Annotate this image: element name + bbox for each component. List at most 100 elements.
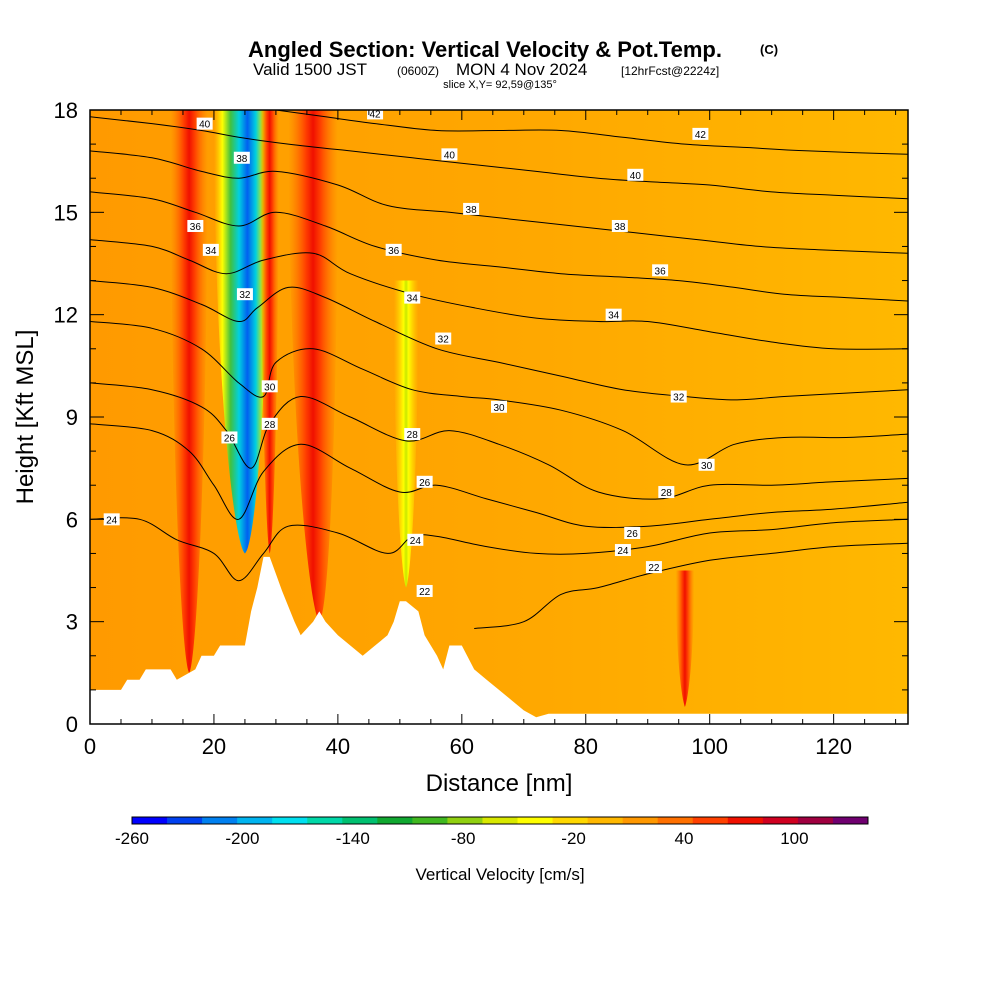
colorbar-tick-label: -200 bbox=[225, 829, 259, 848]
contour-label-text: 36 bbox=[655, 266, 667, 277]
colorbar-swatch bbox=[692, 817, 729, 824]
x-axis-label: Distance [nm] bbox=[426, 770, 573, 797]
contour-label-text: 26 bbox=[419, 478, 431, 489]
contour-label: 36 bbox=[187, 219, 204, 233]
y-tick-label: 15 bbox=[54, 200, 78, 225]
valid-date: MON 4 Nov 2024 bbox=[456, 60, 587, 79]
isentrope-34 bbox=[90, 239, 908, 350]
colorbar-tick-label: -20 bbox=[561, 829, 586, 848]
contour-label: 30 bbox=[261, 380, 278, 393]
colorbar-swatch bbox=[132, 817, 168, 824]
isentrope-38 bbox=[90, 150, 908, 254]
isentrope-28 bbox=[90, 382, 908, 500]
isentrope-42 bbox=[275, 110, 908, 155]
valid-utc: (0600Z) bbox=[397, 64, 439, 78]
colorbar-swatch bbox=[202, 817, 238, 824]
colorbar-swatch bbox=[412, 817, 448, 824]
terrain bbox=[90, 556, 908, 724]
contour-label: 38 bbox=[463, 202, 480, 216]
contour-label: 28 bbox=[404, 428, 421, 441]
contour-label: 42 bbox=[367, 109, 384, 120]
contour-label-text: 30 bbox=[264, 382, 276, 393]
velocity-field-background bbox=[90, 110, 908, 724]
y-tick-label: 6 bbox=[66, 507, 78, 532]
y-axis: 0 36 9 12 15 18 bbox=[54, 98, 908, 737]
contour-label-text: 40 bbox=[630, 171, 642, 182]
contour-label-text: 22 bbox=[419, 587, 431, 598]
contour-label: 40 bbox=[441, 148, 458, 161]
contour-label-text: 32 bbox=[438, 335, 450, 346]
contour-label: 28 bbox=[261, 417, 278, 431]
colorbar-swatch bbox=[342, 817, 378, 824]
colorbar-frame bbox=[131, 816, 869, 825]
colorbar-swatch bbox=[167, 817, 203, 824]
contour-label: 38 bbox=[233, 151, 250, 165]
contour-label: 38 bbox=[611, 219, 628, 233]
velocity-feature-updraft-5 bbox=[675, 570, 695, 707]
colorbar-swatch bbox=[447, 817, 483, 824]
isentrope-40 bbox=[90, 116, 908, 200]
contour-label: 36 bbox=[652, 264, 669, 277]
contour-label: 32 bbox=[236, 288, 253, 301]
chart-title-unit: (C) bbox=[760, 42, 778, 57]
x-tick-label: 120 bbox=[815, 734, 852, 759]
colorbar-swatch bbox=[727, 817, 764, 824]
contour-label: 40 bbox=[627, 168, 644, 182]
y-tick-label: 12 bbox=[54, 303, 78, 328]
contour-label-text: 34 bbox=[205, 246, 217, 257]
colorbar-tick-label: -260 bbox=[115, 829, 149, 848]
colorbar-swatch bbox=[377, 817, 413, 824]
contour-label: 22 bbox=[645, 561, 662, 574]
colorbar-label: Vertical Velocity [cm/s] bbox=[415, 865, 584, 884]
colorbar-swatch bbox=[307, 817, 343, 824]
forecast-info: [12hrFcst@2224z] bbox=[621, 64, 719, 78]
colorbar-swatch bbox=[272, 817, 308, 824]
colorbar-swatch bbox=[482, 817, 519, 824]
contour-label-text: 26 bbox=[224, 433, 236, 444]
contour-label-text: 34 bbox=[407, 294, 419, 305]
colorbar-swatch bbox=[587, 817, 624, 824]
contour-label-text: 38 bbox=[466, 205, 478, 216]
contour-labels: 40 42 42 38 40 40 36 38 38 34 36 36 32 34 34 32 30 30 32 28… bbox=[103, 109, 715, 598]
contour-label-text: 38 bbox=[614, 222, 626, 233]
contour-label: 26 bbox=[624, 526, 641, 540]
isentrope-26 bbox=[90, 423, 908, 528]
x-tick-label: 40 bbox=[326, 734, 350, 759]
contour-label: 28 bbox=[658, 486, 675, 499]
y-tick-label: 0 bbox=[66, 712, 78, 737]
colorbar: -260 -200 -140 -80 -20 40 100 bbox=[115, 816, 869, 848]
contour-label-text: 28 bbox=[264, 420, 276, 431]
colorbar-tick-label: -80 bbox=[451, 829, 476, 848]
isentrope-30 bbox=[90, 321, 908, 466]
colorbar-swatch bbox=[237, 817, 273, 824]
contour-label: 30 bbox=[698, 458, 715, 472]
contour-label: 24 bbox=[614, 544, 631, 557]
contour-label-text: 42 bbox=[695, 130, 707, 141]
contour-label-text: 32 bbox=[239, 290, 251, 301]
colorbar-tick-label: 40 bbox=[675, 829, 694, 848]
colorbar-swatch bbox=[762, 817, 799, 824]
colorbar-tick-label: -140 bbox=[336, 829, 370, 848]
contour-label-text: 36 bbox=[388, 246, 400, 257]
isentrope-32 bbox=[90, 280, 908, 401]
x-tick-label: 20 bbox=[202, 734, 226, 759]
x-tick-label: 80 bbox=[574, 734, 598, 759]
contour-label-text: 30 bbox=[493, 403, 505, 414]
velocity-feature-updraft-2 bbox=[288, 110, 338, 622]
contour-label-text: 28 bbox=[407, 430, 419, 441]
contour-label: 30 bbox=[491, 400, 507, 414]
y-tick-label: 18 bbox=[54, 98, 78, 123]
slice-info: slice X,Y= 92,59@135° bbox=[443, 79, 557, 91]
x-tick-label: 0 bbox=[84, 734, 96, 759]
x-tick-label: 60 bbox=[450, 734, 474, 759]
x-axis: 0 20 40 60 80 100 120 bbox=[84, 110, 897, 759]
y-tick-label: 9 bbox=[66, 405, 78, 430]
contour-label-text: 42 bbox=[369, 109, 381, 120]
contour-label-text: 22 bbox=[648, 563, 660, 574]
contour-label-text: 38 bbox=[236, 154, 248, 165]
contour-label-text: 40 bbox=[199, 120, 211, 131]
contour-label-text: 40 bbox=[444, 150, 456, 161]
contour-label-text: 36 bbox=[190, 222, 202, 233]
contour-label: 24 bbox=[103, 513, 120, 526]
contour-label: 32 bbox=[670, 390, 687, 404]
